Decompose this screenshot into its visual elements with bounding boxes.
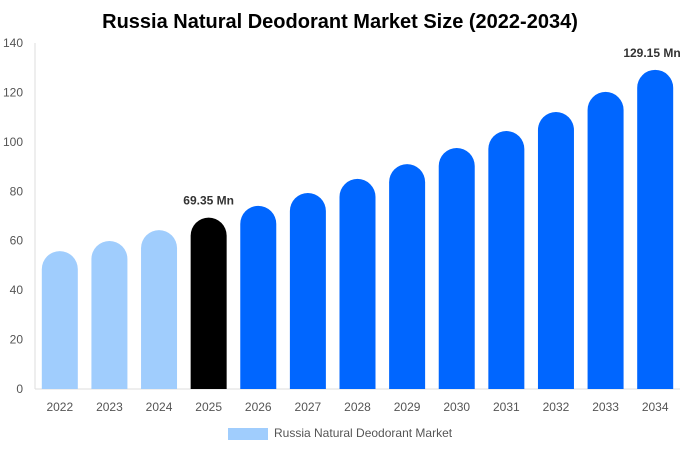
x-tick-label: 2033 (592, 400, 619, 414)
data-label: 129.15 Mn (623, 46, 680, 60)
bar-2022 (41, 251, 78, 389)
bar-2034 (637, 69, 674, 389)
y-tick-label: 0 (16, 382, 23, 396)
x-tick-label: 2026 (245, 400, 272, 414)
y-tick-label: 20 (10, 333, 24, 347)
bar-2030 (438, 148, 475, 389)
y-tick-label: 40 (10, 283, 24, 297)
bar-2032 (537, 111, 574, 390)
bar-2024 (141, 230, 178, 389)
data-label: 69.35 Mn (183, 194, 234, 208)
x-tick-label: 2032 (543, 400, 570, 414)
x-tick-label: 2028 (344, 400, 371, 414)
y-tick-label: 120 (3, 85, 23, 99)
bar-2027 (289, 193, 326, 389)
legend[interactable]: Russia Natural Deodorant Market (228, 426, 453, 440)
y-axis: 0 20 40 60 80 100 120 140 (3, 36, 23, 396)
x-tick-label: 2024 (146, 400, 173, 414)
x-tick-label: 2029 (394, 400, 421, 414)
x-tick-label: 2023 (96, 400, 123, 414)
data-labels: 69.35 Mn 129.15 Mn (183, 46, 680, 208)
bar-2025 (190, 217, 227, 389)
bar-2028 (339, 178, 376, 389)
bar-2033 (587, 91, 624, 389)
y-tick-label: 100 (3, 135, 23, 149)
legend-label: Russia Natural Deodorant Market (274, 426, 453, 440)
x-tick-label: 2030 (443, 400, 470, 414)
y-tick-label: 60 (10, 234, 24, 248)
bar-2029 (389, 164, 426, 389)
x-tick-label: 2031 (493, 400, 520, 414)
bar-2026 (240, 205, 277, 389)
bars (41, 69, 674, 390)
chart-title: Russia Natural Deodorant Market Size (20… (102, 11, 578, 33)
y-tick-label: 80 (10, 184, 24, 198)
x-axis: 2022 2023 2024 2025 2026 2027 2028 2029 2030 2031… (46, 400, 668, 414)
bar-2023 (91, 240, 128, 389)
bar-2031 (488, 131, 525, 389)
x-tick-label: 2022 (46, 400, 73, 414)
x-tick-label: 2034 (642, 400, 669, 414)
x-tick-label: 2025 (195, 400, 222, 414)
legend-swatch (228, 428, 268, 440)
y-tick-label: 140 (3, 36, 23, 50)
x-tick-label: 2027 (295, 400, 322, 414)
